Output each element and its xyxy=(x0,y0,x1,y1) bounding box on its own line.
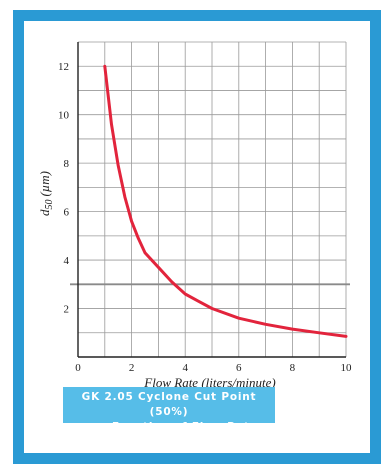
y-axis-title-main: d xyxy=(37,209,52,216)
y-axis-title-unit: (µm) xyxy=(37,171,52,197)
x-tick-label: 4 xyxy=(182,362,188,374)
caption-line-2: as a Function of Flow Rate xyxy=(80,421,258,433)
y-tick-label: 2 xyxy=(64,304,70,316)
y-tick-label: 6 xyxy=(64,207,70,219)
x-axis-title: Flow Rate (liters/minute) xyxy=(143,375,275,390)
chart-caption: GK 2.05 Cyclone Cut Point (50%) as a Fun… xyxy=(63,387,275,433)
y-tick-label: 12 xyxy=(58,61,69,73)
y-axis-title-subscript: 50 xyxy=(44,200,55,210)
x-tick-label: 10 xyxy=(341,362,353,374)
x-tick-label: 0 xyxy=(75,362,81,374)
caption-line-1: GK 2.05 Cyclone Cut Point (50%) xyxy=(81,391,257,418)
x-tick-label: 6 xyxy=(236,362,242,374)
tick-labels: 0 2 4 6 8 10 2 4 6 8 10 12 xyxy=(58,61,352,374)
axes xyxy=(77,42,346,358)
y-axis-title: d50 (µm) xyxy=(37,171,55,216)
x-tick-label: 8 xyxy=(290,362,296,374)
y-tick-label: 10 xyxy=(58,110,70,122)
series-line-d50 xyxy=(103,64,348,338)
y-tick-label: 8 xyxy=(64,158,70,170)
y-tick-label: 4 xyxy=(64,255,70,267)
x-tick-label: 2 xyxy=(129,362,135,374)
